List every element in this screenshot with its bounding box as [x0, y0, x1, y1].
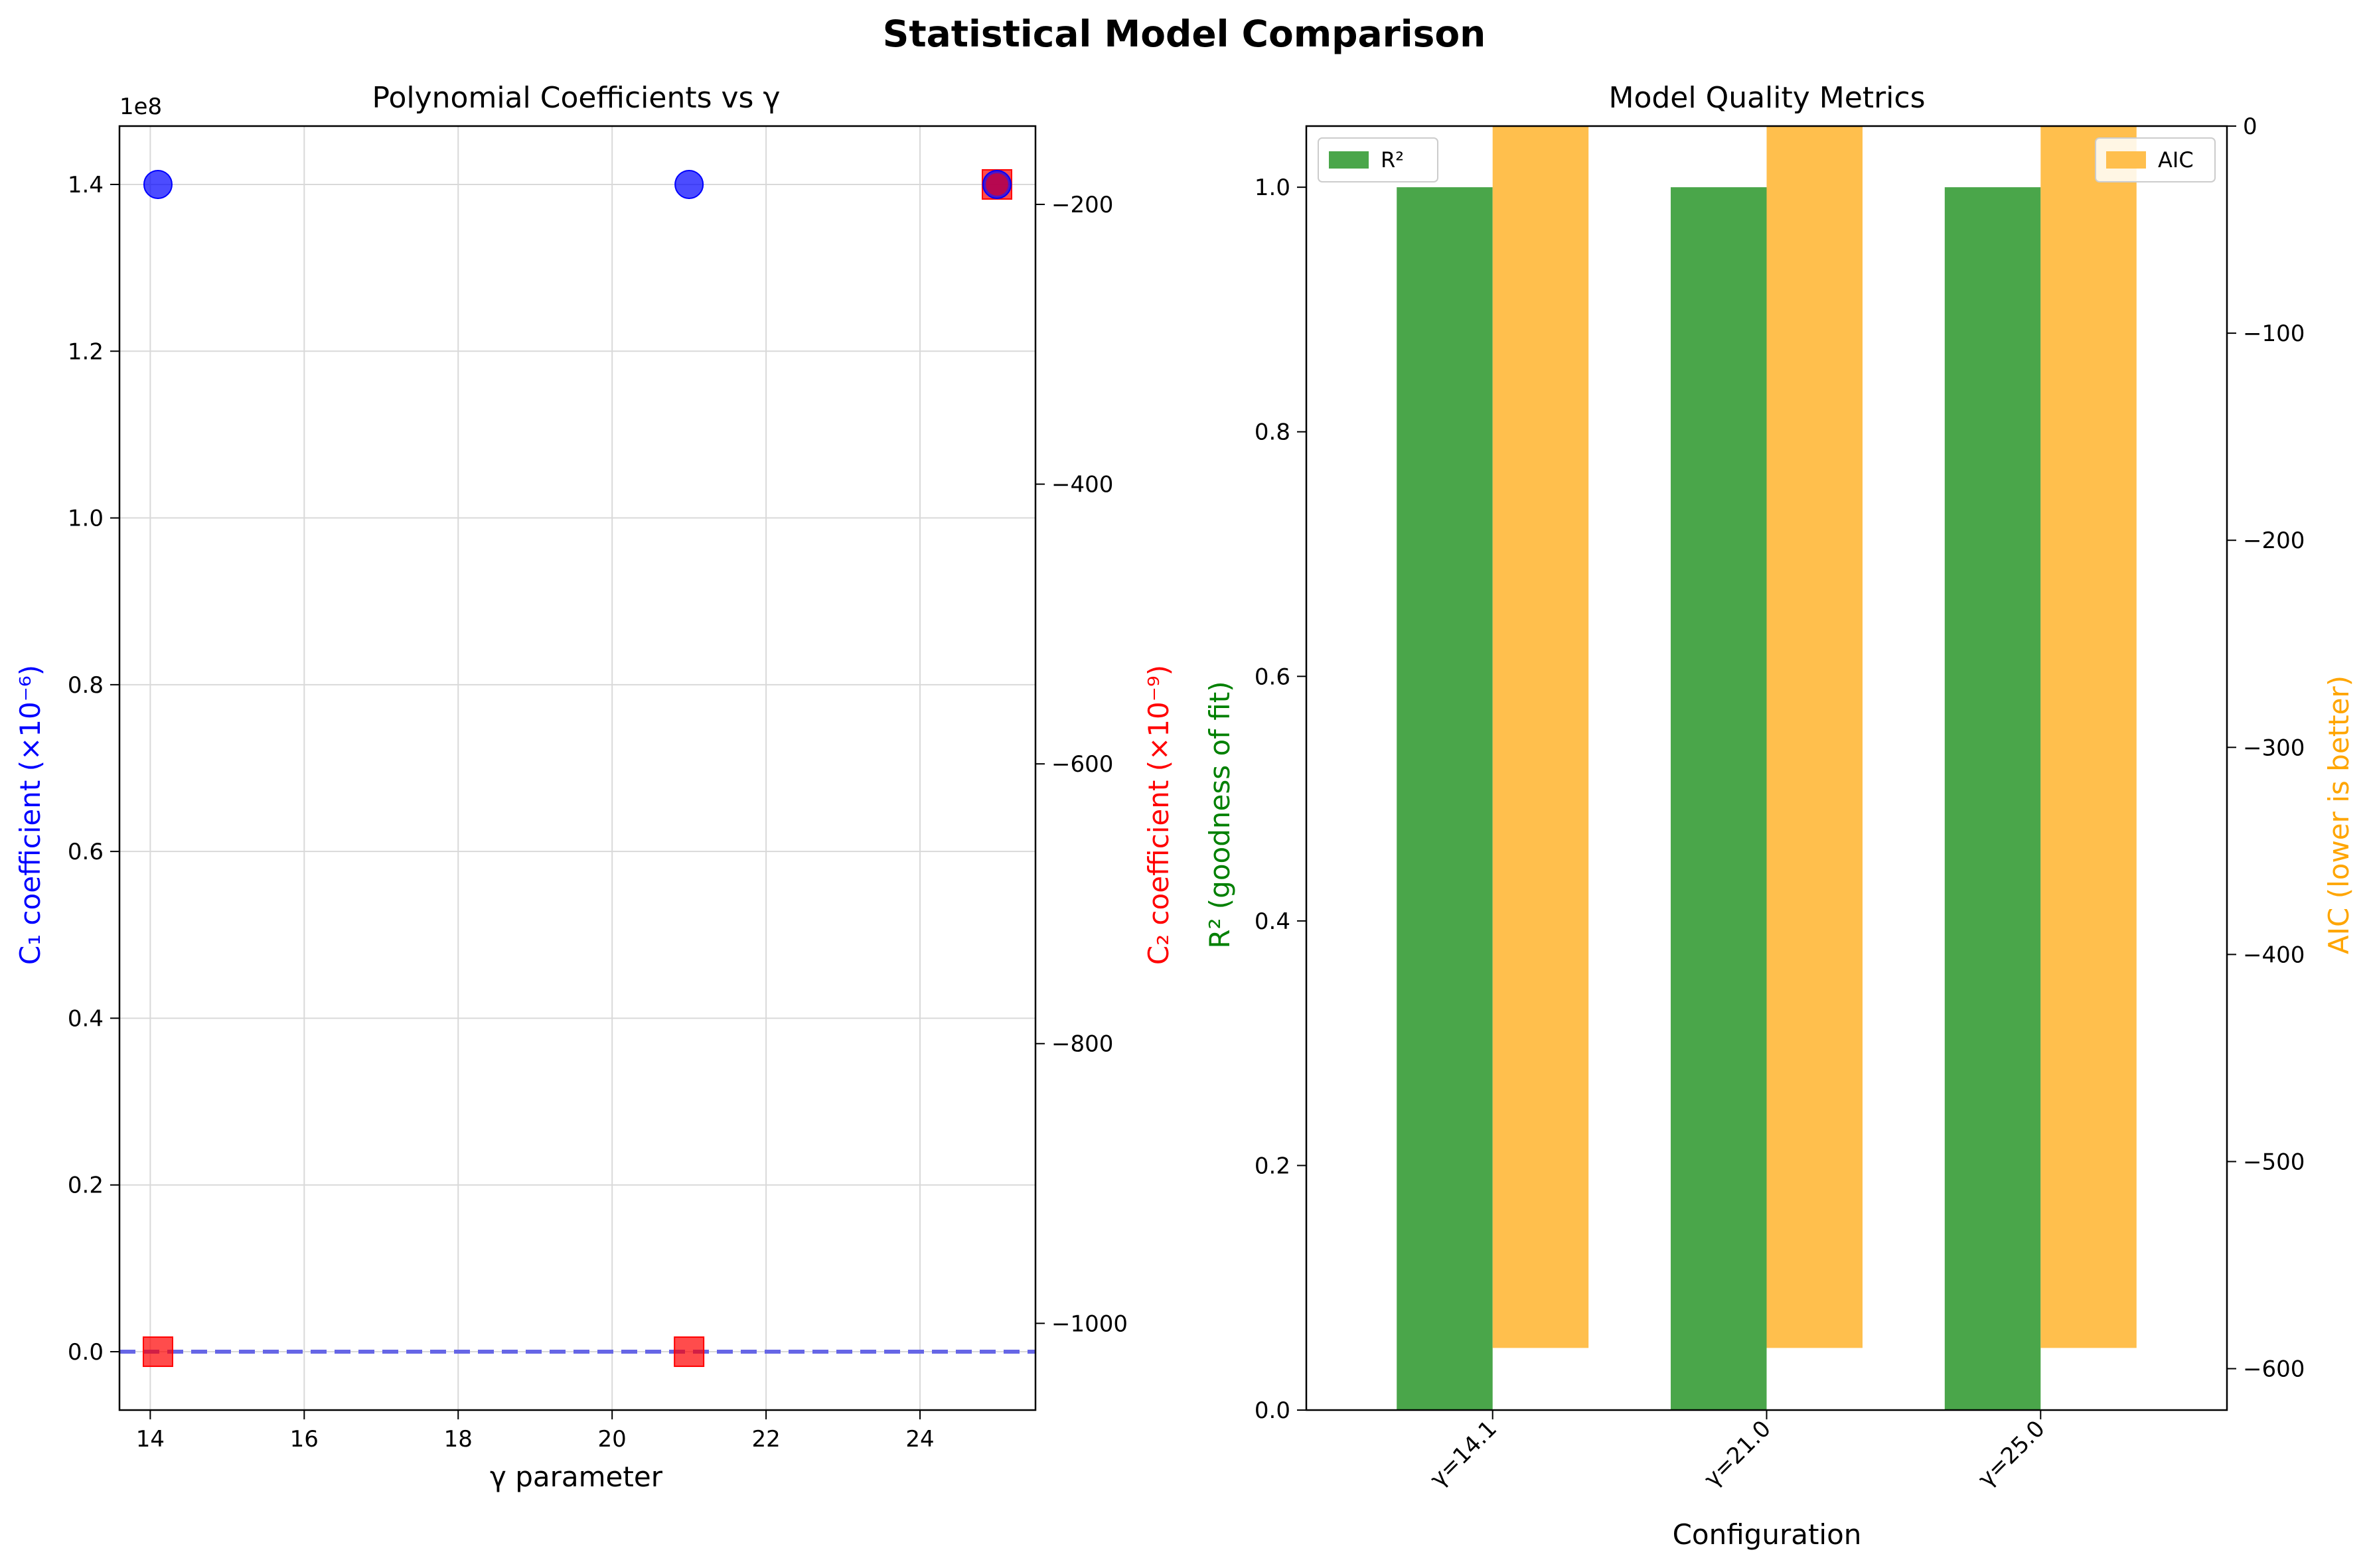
aic-legend: AIC — [2095, 137, 2216, 182]
right-chart-title: Model Quality Metrics — [1608, 81, 1925, 115]
aic-legend-box — [2095, 137, 2216, 182]
right-y-tick-label: 0.0 — [1255, 1397, 1290, 1424]
r2-bar — [1944, 187, 2041, 1411]
left-y2-tick-label: −600 — [1051, 751, 1113, 778]
right-y2-tick-label: −100 — [2243, 321, 2305, 347]
left-x-tick-label: 16 — [290, 1426, 319, 1453]
aic-legend-label: AIC — [2158, 147, 2194, 173]
left-y-tick-label: 1.4 — [68, 172, 104, 198]
c2-square-point — [674, 1336, 705, 1368]
right-y-tick-label: 0.2 — [1255, 1153, 1290, 1179]
right-x-axis-label: Configuration — [1673, 1518, 1862, 1551]
left-y2-axis-label: C₂ coefficient (×10⁻⁹) — [1142, 665, 1175, 965]
left-y-tick-label: 1.0 — [68, 506, 104, 532]
left-y-tick-label: 0.2 — [68, 1173, 104, 1199]
left-y-tick-label: 1.2 — [68, 338, 104, 365]
r2-legend: R² — [1318, 137, 1438, 182]
aic-bar — [1766, 126, 1863, 1348]
right-y2-axis-label: AIC (lower is better) — [2323, 676, 2355, 954]
c2-overlay-point — [986, 173, 1009, 196]
c1-circle-point — [143, 169, 173, 199]
right-chart-panel: Model Quality Metrics Configuration R² (… — [1203, 81, 2355, 1551]
left-x-axis-label: γ parameter — [490, 1461, 663, 1493]
c2-square-point — [142, 1336, 173, 1368]
r2-bar — [1671, 187, 1767, 1411]
r2-legend-box — [1318, 137, 1438, 182]
left-plot-frame — [118, 125, 1037, 1411]
right-y2-tick-label: −300 — [2243, 735, 2305, 761]
c1-circle-point — [674, 169, 704, 199]
right-x-tick-label: γ=21.0 — [1699, 1415, 1776, 1492]
figure-suptitle: Statistical Model Comparison — [883, 13, 1486, 55]
left-y-tick-label: 0.8 — [68, 672, 104, 699]
left-y-offset-text: 1e8 — [119, 94, 162, 120]
right-y2-tick-label: −200 — [2243, 528, 2305, 554]
left-x-tick-label: 14 — [136, 1426, 165, 1453]
left-y2-tick-label: −800 — [1051, 1031, 1113, 1058]
right-y-tick-label: 1.0 — [1255, 175, 1290, 201]
right-y2-tick-label: −600 — [2243, 1356, 2305, 1383]
right-plot-frame — [1305, 125, 2228, 1411]
left-y2-tick-label: −400 — [1051, 472, 1113, 498]
right-y-tick-label: 0.6 — [1255, 664, 1290, 690]
left-x-tick-label: 22 — [751, 1426, 780, 1453]
left-y-tick-label: 0.0 — [68, 1339, 104, 1366]
left-chart-title: Polynomial Coefficients vs γ — [372, 81, 781, 115]
left-y-tick-label: 0.6 — [68, 839, 104, 865]
right-y2-tick-label: −500 — [2243, 1149, 2305, 1175]
r2-legend-swatch — [1329, 151, 1369, 169]
aic-bar — [1492, 126, 1589, 1348]
aic-bar — [2040, 126, 2137, 1348]
left-y2-tick-label: −200 — [1051, 192, 1113, 218]
left-chart-panel: Polynomial Coefficients vs γ γ parameter… — [14, 81, 1175, 1493]
right-y2-tick-label: 0 — [2243, 113, 2257, 140]
left-y-tick-label: 0.4 — [68, 1005, 104, 1032]
r2-legend-label: R² — [1381, 147, 1404, 173]
right-x-tick-label: γ=14.1 — [1425, 1415, 1502, 1492]
right-x-tick-label: γ=25.0 — [1973, 1415, 2050, 1492]
r2-bar — [1397, 187, 1493, 1411]
left-x-tick-label: 24 — [905, 1426, 934, 1453]
left-y2-tick-label: −1000 — [1051, 1311, 1128, 1337]
left-x-tick-label: 20 — [598, 1426, 627, 1453]
right-y-tick-label: 0.8 — [1255, 419, 1290, 446]
right-y-tick-label: 0.4 — [1255, 908, 1290, 935]
aic-legend-swatch — [2106, 151, 2146, 169]
right-y2-tick-label: −400 — [2243, 942, 2305, 968]
left-y-axis-label: C₁ coefficient (×10⁻⁶) — [14, 665, 46, 965]
right-y-axis-label: R² (goodness of fit) — [1203, 681, 1236, 948]
left-x-tick-label: 18 — [444, 1426, 473, 1453]
